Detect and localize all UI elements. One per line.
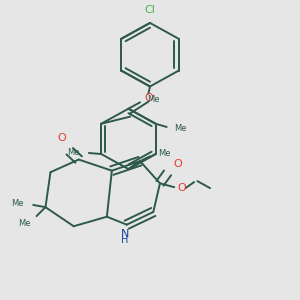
Text: Me: Me	[18, 219, 31, 228]
Text: Me: Me	[147, 95, 159, 104]
Text: Cl: Cl	[145, 5, 155, 15]
Text: O: O	[173, 159, 182, 169]
Text: O: O	[144, 93, 153, 103]
Text: O: O	[177, 183, 186, 193]
Text: O: O	[58, 133, 67, 143]
Text: N: N	[121, 229, 129, 238]
Text: Me: Me	[174, 124, 187, 133]
Text: Me: Me	[11, 199, 24, 208]
Text: Me: Me	[158, 149, 171, 158]
Text: H: H	[122, 235, 129, 245]
Text: Me: Me	[67, 148, 80, 157]
